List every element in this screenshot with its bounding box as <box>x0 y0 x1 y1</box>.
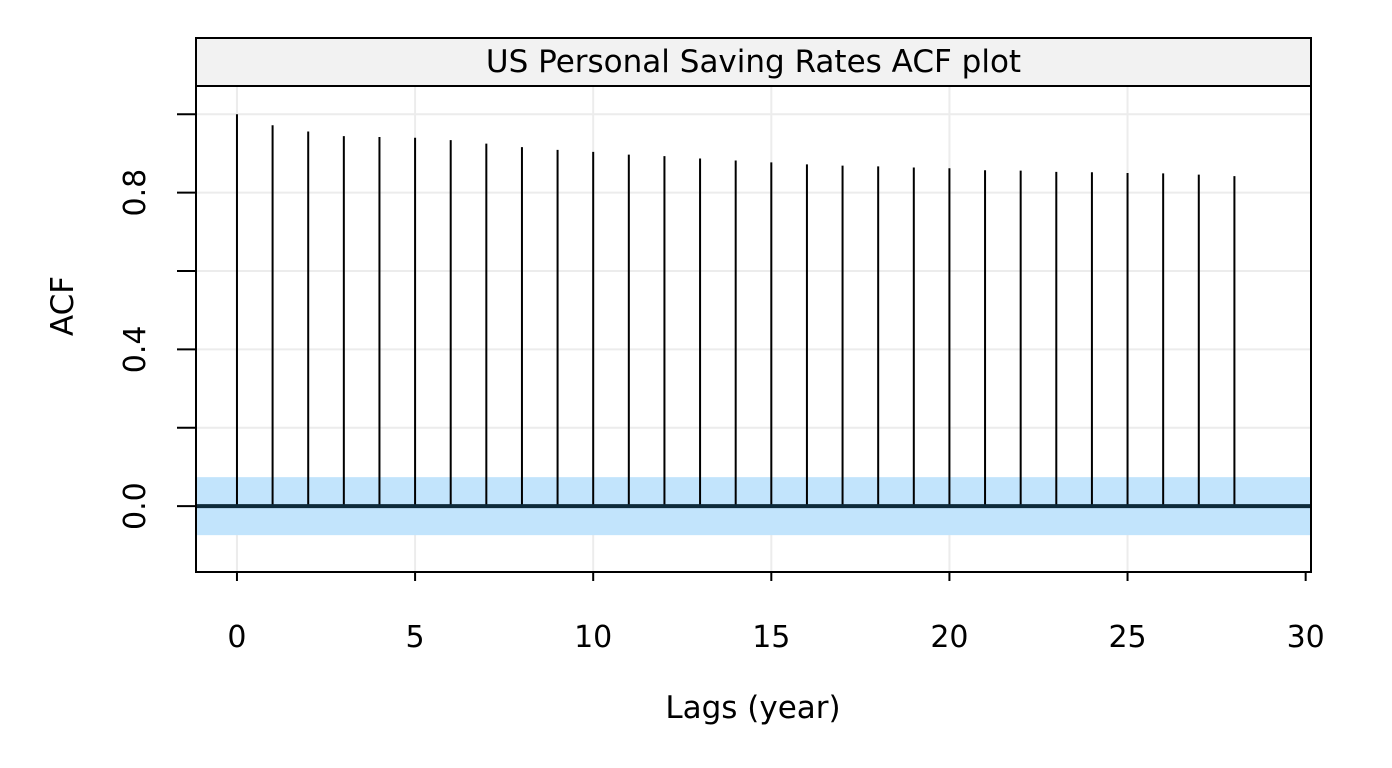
x-tick-label-25: 25 <box>1108 620 1146 655</box>
x-axis-label: Lags (year) <box>665 690 840 726</box>
acf-bars <box>235 114 1236 507</box>
title-strip <box>195 37 1312 87</box>
x-tick-label-0: 0 <box>227 620 246 655</box>
x-tick-label-15: 15 <box>752 620 790 655</box>
x-tick-label-5: 5 <box>406 620 425 655</box>
x-tick-label-20: 20 <box>930 620 968 655</box>
chart-title: US Personal Saving Rates ACF plot <box>486 44 1021 80</box>
x-tick-label-10: 10 <box>574 620 612 655</box>
axis-ticks: 0 5 10 15 20 25 30 0.0 0.4 0.8 <box>118 113 1325 655</box>
x-tick-label-30: 30 <box>1287 620 1325 655</box>
y-tick-label-0.8: 0.8 <box>118 169 153 217</box>
y-axis-label: ACF <box>45 276 81 336</box>
y-tick-label-0.4: 0.4 <box>118 326 153 374</box>
y-tick-label-0: 0.0 <box>118 482 153 530</box>
